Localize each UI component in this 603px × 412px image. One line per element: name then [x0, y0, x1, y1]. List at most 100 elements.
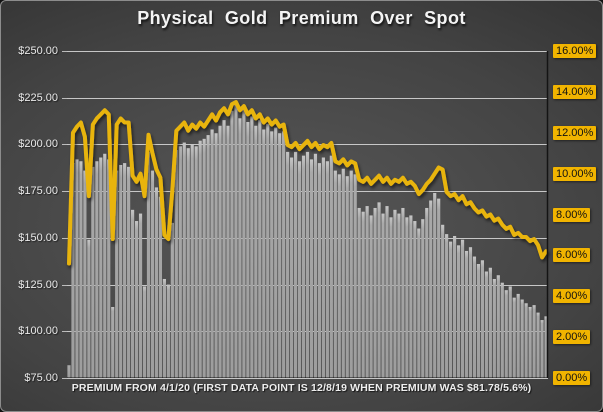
- bar: [516, 293, 520, 378]
- bar: [385, 206, 389, 378]
- chart-title: Physical Gold Premium Over Spot: [137, 8, 466, 28]
- bar: [142, 286, 147, 378]
- bar: [210, 129, 214, 378]
- bar: [71, 163, 75, 378]
- bar: [158, 196, 163, 378]
- bar: [492, 278, 496, 378]
- bar: [103, 153, 107, 378]
- bar: [321, 157, 325, 378]
- bar: [91, 166, 95, 378]
- bar: [222, 120, 226, 378]
- left-axis-tick: $125.00: [18, 279, 58, 291]
- bar: [353, 174, 357, 378]
- bar: [377, 202, 381, 378]
- bar: [146, 151, 151, 378]
- bar: [401, 207, 405, 378]
- bar: [520, 299, 524, 378]
- bar: [449, 241, 453, 378]
- bar: [95, 161, 99, 378]
- bar: [75, 159, 79, 378]
- bar: [508, 286, 512, 378]
- left-axis-tick: $225.00: [18, 92, 58, 104]
- bar: [115, 170, 119, 378]
- bar: [337, 174, 341, 378]
- bar: [528, 306, 532, 378]
- bar: [270, 131, 274, 378]
- bar: [488, 267, 492, 378]
- bar: [206, 135, 210, 378]
- bar: [460, 239, 465, 378]
- right-axis-tick: 10.00%: [553, 167, 597, 181]
- bar: [393, 209, 397, 378]
- bar: [441, 224, 445, 378]
- left-axis-tick: $175.00: [18, 185, 58, 197]
- bar: [381, 213, 385, 378]
- chart-canvas: [62, 51, 549, 379]
- right-axis-tick: 4.00%: [553, 289, 591, 303]
- bar: [437, 198, 441, 378]
- bar: [286, 151, 290, 378]
- bar: [123, 163, 127, 378]
- bar: [186, 148, 190, 378]
- bar: [504, 290, 508, 378]
- bar: [138, 213, 143, 378]
- right-axis-tick: 2.00%: [553, 330, 591, 344]
- bar: [230, 110, 234, 378]
- right-axis: 16.00% 14.00% 12.00% 10.00% 8.00% 6.00% 4.00% 2…: [553, 1, 602, 411]
- bar: [254, 125, 258, 379]
- bar: [357, 207, 361, 378]
- bar: [409, 215, 413, 378]
- bar: [532, 305, 536, 378]
- bar: [202, 138, 206, 378]
- bar: [242, 107, 246, 378]
- bar: [389, 217, 393, 378]
- right-axis-tick: 14.00%: [553, 85, 597, 99]
- bar: [456, 245, 461, 378]
- bar: [266, 123, 270, 379]
- right-axis-tick: 12.00%: [553, 126, 597, 140]
- bar: [476, 264, 481, 378]
- bar: [274, 127, 278, 378]
- bar: [345, 176, 349, 378]
- bar: [472, 256, 477, 378]
- bar: [512, 297, 516, 378]
- right-axis-tick: 0.00%: [553, 371, 591, 385]
- bar: [250, 116, 254, 379]
- bar: [305, 151, 310, 378]
- bar: [425, 207, 429, 378]
- bar: [397, 213, 401, 378]
- left-axis-tick: $150.00: [18, 232, 58, 244]
- bar: [536, 312, 540, 378]
- chart-caption: PREMIUM FROM 4/1/20 (FIRST DATA POINT IS…: [71, 382, 532, 394]
- right-axis-tick: 8.00%: [553, 208, 591, 222]
- plot-area: [62, 51, 549, 379]
- bar: [361, 211, 365, 378]
- bar: [111, 306, 115, 378]
- bar: [464, 250, 469, 378]
- bar: [234, 103, 238, 378]
- bar: [87, 239, 91, 378]
- bar: [496, 275, 500, 378]
- bar: [174, 150, 178, 378]
- bar: [325, 161, 329, 378]
- bar: [238, 118, 242, 379]
- premium-percent-line: [66, 100, 549, 266]
- left-axis-tick: $100.00: [18, 325, 58, 337]
- bar: [282, 131, 286, 378]
- bar: [365, 206, 369, 378]
- bar: [190, 144, 194, 378]
- bar: [524, 303, 528, 378]
- bar: [99, 157, 103, 378]
- bar: [341, 168, 345, 378]
- bar: [258, 120, 262, 378]
- bar: [214, 133, 218, 378]
- bar: [170, 222, 174, 378]
- bar: [182, 142, 186, 378]
- bar: [154, 187, 159, 378]
- bar: [453, 235, 457, 378]
- bar: [297, 161, 302, 378]
- bar: [127, 166, 131, 378]
- bar: [262, 129, 266, 378]
- bar: [293, 151, 298, 378]
